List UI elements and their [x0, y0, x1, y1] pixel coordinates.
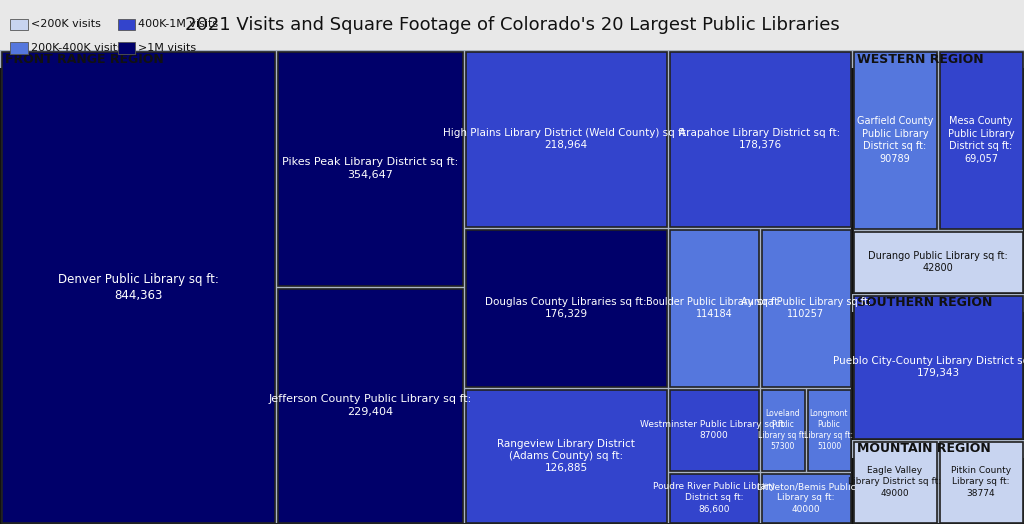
Bar — [852, 50, 1024, 68]
Bar — [852, 294, 1024, 440]
Text: Aurora Public Library sq ft:
110257: Aurora Public Library sq ft: 110257 — [741, 297, 871, 319]
Bar — [466, 51, 667, 226]
Bar — [466, 230, 667, 387]
Text: Jefferson County Public Library sq ft:
229,404: Jefferson County Public Library sq ft: 2… — [268, 394, 472, 417]
Text: MOUNTAIN REGION: MOUNTAIN REGION — [857, 442, 991, 455]
Bar — [670, 51, 851, 226]
Text: Pitkin County
Library sq ft:
38774: Pitkin County Library sq ft: 38774 — [951, 466, 1011, 498]
Text: Longmont
Public
Library sq ft:
51000: Longmont Public Library sq ft: 51000 — [805, 409, 853, 451]
Bar — [852, 294, 1024, 312]
Text: Mesa County
Public Library
District sq ft:
69,057: Mesa County Public Library District sq f… — [947, 116, 1015, 163]
Text: Rangeview Library District
(Adams County) sq ft:
126,885: Rangeview Library District (Adams County… — [497, 439, 635, 473]
Bar — [852, 440, 1024, 458]
Bar — [939, 51, 1023, 228]
Bar — [853, 51, 937, 228]
Text: Boulder Public Library sq ft:
114184: Boulder Public Library sq ft: 114184 — [646, 297, 781, 319]
Text: High Plains Library District (Weld County) sq ft:
218,964: High Plains Library District (Weld Count… — [442, 128, 689, 150]
Text: Arapahoe Library District sq ft:
178,376: Arapahoe Library District sq ft: 178,376 — [679, 128, 841, 150]
Text: Westminster Public Library sq ft:
87000: Westminster Public Library sq ft: 87000 — [640, 420, 787, 440]
Text: Eagle Valley
Library District sq ft:
49000: Eagle Valley Library District sq ft: 490… — [849, 466, 941, 498]
Text: <200K visits: <200K visits — [31, 19, 100, 29]
Text: FRONT RANGE REGION: FRONT RANGE REGION — [5, 52, 164, 66]
Bar — [762, 474, 851, 522]
Bar — [853, 232, 1023, 292]
Text: Loveland
Public
Library sq ft:
57300: Loveland Public Library sq ft: 57300 — [759, 409, 808, 451]
Bar — [939, 442, 1023, 522]
Bar — [853, 442, 937, 522]
Bar — [670, 474, 759, 522]
Bar — [762, 230, 851, 387]
Bar — [278, 289, 463, 522]
Bar — [466, 389, 667, 522]
Text: Poudre River Public Library
District sq ft:
86,600: Poudre River Public Library District sq … — [653, 483, 775, 514]
Text: SOUTHERN REGION: SOUTHERN REGION — [857, 297, 992, 310]
Bar — [853, 296, 1023, 439]
Bar — [278, 51, 463, 286]
Text: Garfield County
Public Library
District sq ft:
90789: Garfield County Public Library District … — [857, 116, 933, 163]
Text: Denver Public Library sq ft:
844,363: Denver Public Library sq ft: 844,363 — [57, 272, 218, 301]
Text: Douglas County Libraries sq ft:
176,329: Douglas County Libraries sq ft: 176,329 — [485, 297, 647, 319]
Text: Littleton/Bemis Public
Library sq ft:
40000: Littleton/Bemis Public Library sq ft: 40… — [757, 483, 855, 514]
Bar — [808, 389, 851, 471]
Bar — [852, 50, 1024, 294]
Text: >1M visits: >1M visits — [138, 42, 197, 53]
Text: WESTERN REGION: WESTERN REGION — [857, 52, 984, 66]
Text: Pueblo City-County Library District sq ft:
179,343: Pueblo City-County Library District sq f… — [833, 356, 1024, 378]
Text: 400K-1M visits: 400K-1M visits — [138, 19, 218, 29]
Text: Durango Public Library sq ft:
42800: Durango Public Library sq ft: 42800 — [868, 251, 1008, 273]
Bar — [670, 389, 759, 471]
Text: 2021 Visits and Square Footage of Colorado's 20 Largest Public Libraries: 2021 Visits and Square Footage of Colora… — [184, 16, 840, 34]
Text: 200K-400K visits: 200K-400K visits — [31, 42, 123, 53]
Bar — [1, 51, 274, 522]
Bar — [852, 440, 1024, 524]
Bar — [0, 50, 852, 524]
Bar — [0, 50, 852, 68]
Bar — [670, 230, 759, 387]
Text: Pikes Peak Library District sq ft:
354,647: Pikes Peak Library District sq ft: 354,6… — [282, 157, 458, 180]
Bar — [762, 389, 805, 471]
